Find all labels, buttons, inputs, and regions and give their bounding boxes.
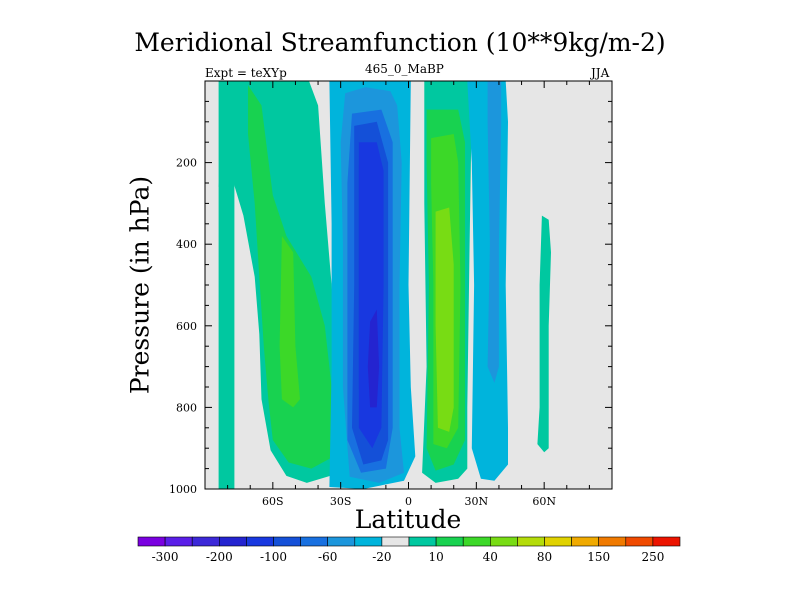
y-tick-label: 800 <box>176 401 197 414</box>
colorbar-label: -20 <box>372 550 391 564</box>
colorbar-swatch <box>489 536 518 547</box>
y-tick-label: 200 <box>176 157 197 170</box>
x-tick-label: 60N <box>532 495 556 508</box>
colorbar-label: -300 <box>152 550 179 564</box>
colorbar-swatch <box>598 536 627 547</box>
colorbar-swatch <box>354 536 383 547</box>
y-axis-label: Pressure (in hPa) <box>125 175 155 395</box>
x-tick-label: 0 <box>405 495 412 508</box>
colorbar-swatch <box>462 536 491 547</box>
colorbar-label: -60 <box>318 550 337 564</box>
colorbar-label: 40 <box>483 550 498 564</box>
axes: 200 400 600 800 1000 60S 30S 0 30N 60N <box>169 80 613 508</box>
x-tick-label: 60S <box>262 495 284 508</box>
y-tick-label: 600 <box>176 320 197 333</box>
colorbar-swatch <box>327 536 356 547</box>
colorbar-swatch <box>246 536 274 547</box>
plot-area <box>205 81 612 489</box>
colorbar-label: 250 <box>641 550 664 564</box>
contour-southern-cell-core <box>279 236 300 408</box>
colorbar-label: -200 <box>206 550 233 564</box>
colorbar-swatch <box>571 536 599 547</box>
colorbar-swatch <box>517 536 545 547</box>
colorbar-swatch <box>219 536 247 547</box>
colorbar-label: -100 <box>260 550 287 564</box>
colorbar-swatch <box>191 536 220 547</box>
colorbar-swatch <box>544 536 572 547</box>
colorbar: -300 -200 -100 -60 -20 10 40 80 150 250 <box>137 536 681 564</box>
period-label: 465_0_MaBP <box>365 62 444 76</box>
x-tick-label: 30N <box>465 495 489 508</box>
colorbar-swatch <box>300 536 329 547</box>
contour-ferrel-north-inner <box>487 81 502 383</box>
colorbar-swatch <box>652 536 681 547</box>
colorbar-swatch <box>164 536 193 547</box>
colorbar-swatch <box>625 536 654 547</box>
colorbar-swatch <box>137 536 166 547</box>
season-label: JJA <box>591 66 610 80</box>
colorbar-label: 80 <box>537 550 552 564</box>
contour-southern-cell-outer <box>218 81 235 489</box>
colorbar-swatch <box>273 536 301 547</box>
y-tick-label: 1000 <box>169 483 197 496</box>
contour-polar-north-cell <box>537 215 551 453</box>
y-tick-label: 400 <box>176 238 197 251</box>
chart-title: Meridional Streamfunction (10**9kg/m-2) <box>134 28 666 57</box>
contour-hadley-south-core <box>367 309 380 408</box>
experiment-label: Expt = teXYp <box>205 66 287 80</box>
colorbar-swatch <box>435 536 464 547</box>
colorbar-swatch <box>381 536 410 547</box>
x-axis-label: Latitude <box>354 505 462 534</box>
colorbar-swatch <box>408 536 437 547</box>
contour-hadley-north-core <box>435 207 454 432</box>
colorbar-label: 150 <box>587 550 610 564</box>
colorbar-label: 10 <box>428 550 443 564</box>
x-tick-label: 30S <box>330 495 352 508</box>
